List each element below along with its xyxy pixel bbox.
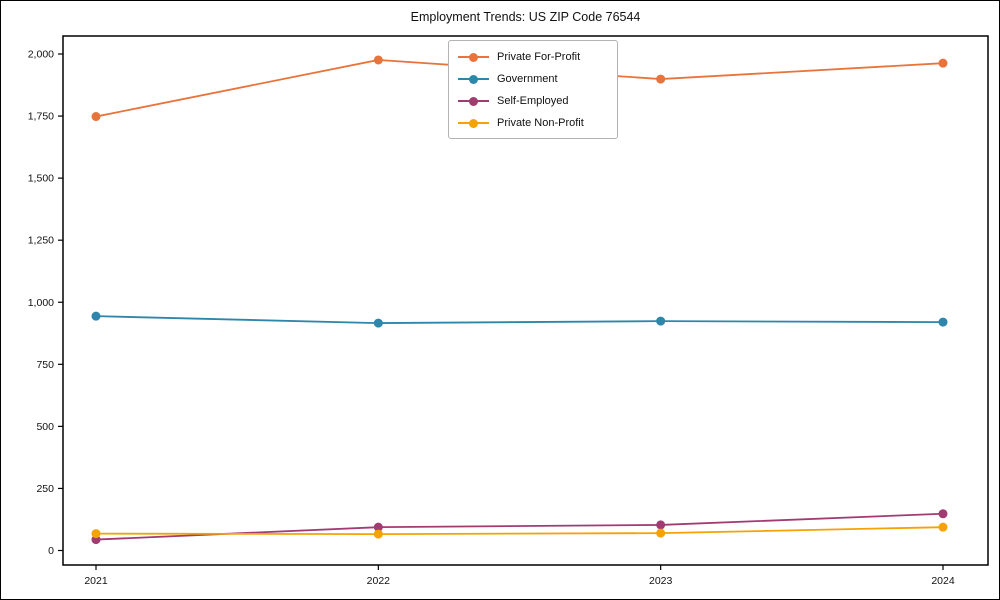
data-point: [938, 509, 948, 519]
series-line: [95, 512, 944, 541]
y-axis-tick-label: 1,000: [28, 297, 54, 309]
data-point: [656, 520, 666, 530]
data-point: [938, 58, 948, 68]
y-axis-tick-label: 1,500: [28, 173, 54, 185]
x-axis-tick-label: 2023: [649, 575, 673, 587]
y-axis-tick-label: 0: [48, 545, 54, 557]
data-point: [91, 311, 101, 321]
x-axis-tick-label: 2021: [84, 575, 108, 587]
data-point: [656, 528, 666, 538]
data-point: [373, 529, 383, 539]
x-axis-tick-label: 2022: [367, 575, 391, 587]
data-point: [91, 529, 101, 539]
series-line: [95, 315, 944, 325]
legend-marker-icon: [458, 74, 489, 84]
legend-label: Private For-Profit: [497, 51, 581, 63]
data-point: [938, 317, 948, 327]
series-line: [95, 526, 944, 536]
y-axis-tick-label: 500: [36, 421, 54, 433]
data-point: [373, 522, 383, 532]
data-point: [373, 318, 383, 328]
data-point: [656, 74, 666, 84]
legend: Private For-Profit Government Self-Employe…: [448, 40, 618, 139]
legend-marker-icon: [458, 96, 489, 106]
legend-item: Government: [458, 70, 607, 88]
legend-label: Private Non-Profit: [497, 117, 584, 129]
legend-item: Private For-Profit: [458, 48, 607, 66]
legend-marker-icon: [458, 52, 489, 62]
data-point: [91, 112, 101, 122]
data-point: [373, 55, 383, 65]
data-point: [656, 316, 666, 326]
chart-title: Employment Trends: US ZIP Code 76544: [410, 10, 641, 24]
y-axis-tick-label: 250: [36, 483, 54, 495]
x-axis-tick-label: 2024: [931, 575, 955, 587]
legend-marker-icon: [458, 118, 489, 128]
y-axis-tick-label: 2,000: [28, 49, 54, 61]
data-point: [938, 522, 948, 532]
y-axis-tick-label: 1,250: [28, 235, 54, 247]
legend-item: Private Non-Profit: [458, 114, 607, 132]
axes-frame: [62, 35, 989, 566]
legend-label: Government: [497, 73, 558, 85]
legend-label: Self-Employed: [497, 95, 569, 107]
y-axis-tick-label: 750: [36, 359, 54, 371]
y-axis-tick-label: 1,750: [28, 111, 54, 123]
legend-item: Self-Employed: [458, 92, 607, 110]
